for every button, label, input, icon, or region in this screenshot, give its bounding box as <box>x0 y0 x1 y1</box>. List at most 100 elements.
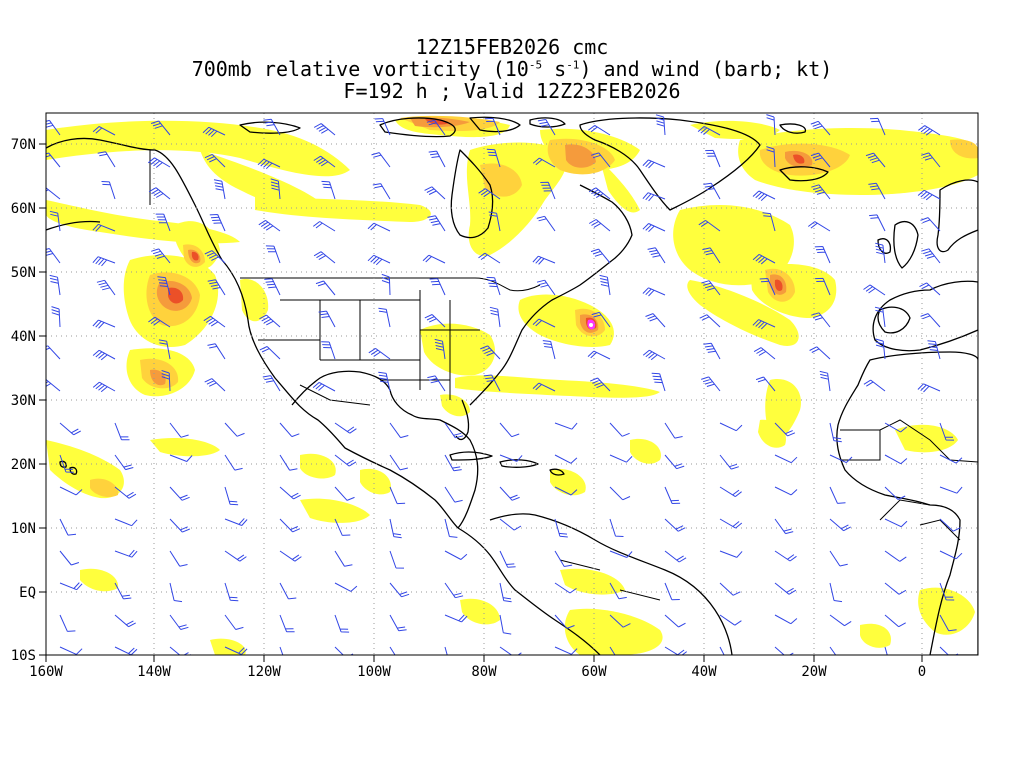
wind-barb <box>224 646 248 655</box>
wind-barb <box>664 486 681 504</box>
wind-barb <box>59 582 83 591</box>
wind-barb <box>774 422 796 437</box>
wind-barb <box>884 614 906 628</box>
wind-barb <box>371 152 391 168</box>
wind-barb <box>588 219 611 232</box>
wind-barb <box>499 614 512 635</box>
lon-label-0: 0 <box>918 664 926 680</box>
wind-barb <box>810 120 831 136</box>
wind-barb <box>204 250 226 264</box>
wind-barb <box>755 376 776 392</box>
wind-barb <box>313 155 336 168</box>
wind-barb <box>46 248 61 264</box>
wind-barb <box>766 114 776 136</box>
wind-barb <box>422 254 446 264</box>
wind-barb <box>270 178 281 200</box>
wind-barb <box>312 221 336 232</box>
wind-barb <box>312 381 336 392</box>
wind-barb <box>868 182 886 200</box>
map-title-field: 700mb relative vorticity (10-5 s-1) and … <box>0 58 1024 80</box>
wind-barb <box>609 614 631 628</box>
wind-barb <box>279 646 284 655</box>
wind-barb <box>161 370 171 392</box>
wind-barb <box>939 550 963 560</box>
wind-barb <box>774 582 797 595</box>
map-title-valid: F=192 h ; Valid 12Z23FEB2026 <box>343 79 681 103</box>
wind-barb <box>863 379 886 392</box>
wind-barb <box>554 518 568 538</box>
wind-barb <box>869 117 886 136</box>
vorticity-peak <box>587 319 596 330</box>
wind-barb <box>591 311 611 328</box>
wind-barb <box>939 614 957 632</box>
wind-barb <box>444 550 468 560</box>
wind-barb <box>259 314 281 328</box>
wind-barb <box>587 350 611 360</box>
wind-barb <box>150 120 171 136</box>
wind-barb <box>207 279 226 296</box>
wind-barb <box>609 486 631 501</box>
wind-barb <box>444 486 463 503</box>
wind-barb <box>762 212 776 232</box>
wind-barb <box>554 486 578 496</box>
wind-barb <box>264 278 281 296</box>
wind-barb <box>429 278 446 296</box>
wind-barb <box>46 187 61 200</box>
wind-barb <box>814 246 831 264</box>
wind-barb <box>114 582 132 600</box>
wind-barb <box>315 280 336 296</box>
wind-barb <box>478 252 501 264</box>
wind-barb <box>829 486 846 504</box>
wind-barb <box>774 550 797 562</box>
wind-barb <box>483 374 501 392</box>
wind-barb <box>209 214 226 232</box>
wind-barb <box>92 349 116 361</box>
wind-barb <box>536 279 556 296</box>
wind-barb <box>642 349 666 361</box>
wind-barb <box>46 119 61 136</box>
wind-barb <box>478 188 501 200</box>
wind-barb <box>532 318 556 328</box>
wind-barb <box>224 486 239 506</box>
wind-barb <box>49 210 61 232</box>
wind-barb <box>532 382 556 392</box>
wind-barb <box>697 125 721 136</box>
wind-barb <box>224 518 248 526</box>
wind-barb <box>334 454 357 467</box>
wind-barb <box>213 179 226 200</box>
wind-barb <box>258 219 281 232</box>
lon-label-20w: 20W <box>801 664 827 680</box>
vorticity-shading-light <box>46 117 978 655</box>
wind-barb <box>642 223 666 233</box>
wind-barb <box>480 345 501 360</box>
axis-ticks <box>39 143 923 662</box>
wind-barb <box>645 313 666 328</box>
wind-barb <box>918 125 941 136</box>
wind-barb <box>927 340 941 360</box>
wind-barb <box>224 582 239 602</box>
wind-barb <box>486 148 501 168</box>
wind-barb <box>921 248 941 264</box>
wind-barb <box>811 184 831 200</box>
longitude-labels: 160W 140W 120W 100W 80W 60W 40W 20W 0 <box>29 664 926 680</box>
wind-barb <box>642 287 666 297</box>
wind-barb <box>114 518 138 527</box>
wind-barb <box>46 345 61 360</box>
wind-barb <box>499 550 516 568</box>
wind-barb <box>875 242 886 264</box>
wind-barb <box>719 614 742 626</box>
wind-barb <box>259 346 281 360</box>
wind-barb <box>811 312 831 328</box>
map-title-run: 12Z15FEB2026 cmc <box>415 35 609 59</box>
wind-barb <box>46 152 61 168</box>
lon-label-100w: 100W <box>357 664 391 680</box>
wind-barb <box>427 375 446 392</box>
wind-barb <box>920 313 941 328</box>
wind-barb <box>651 372 666 392</box>
wind-barb <box>609 454 633 463</box>
wind-barb <box>389 550 405 569</box>
wind-barb <box>655 114 666 136</box>
wind-barb <box>279 518 301 533</box>
wind-barb <box>874 306 886 328</box>
wind-barb <box>279 486 301 500</box>
